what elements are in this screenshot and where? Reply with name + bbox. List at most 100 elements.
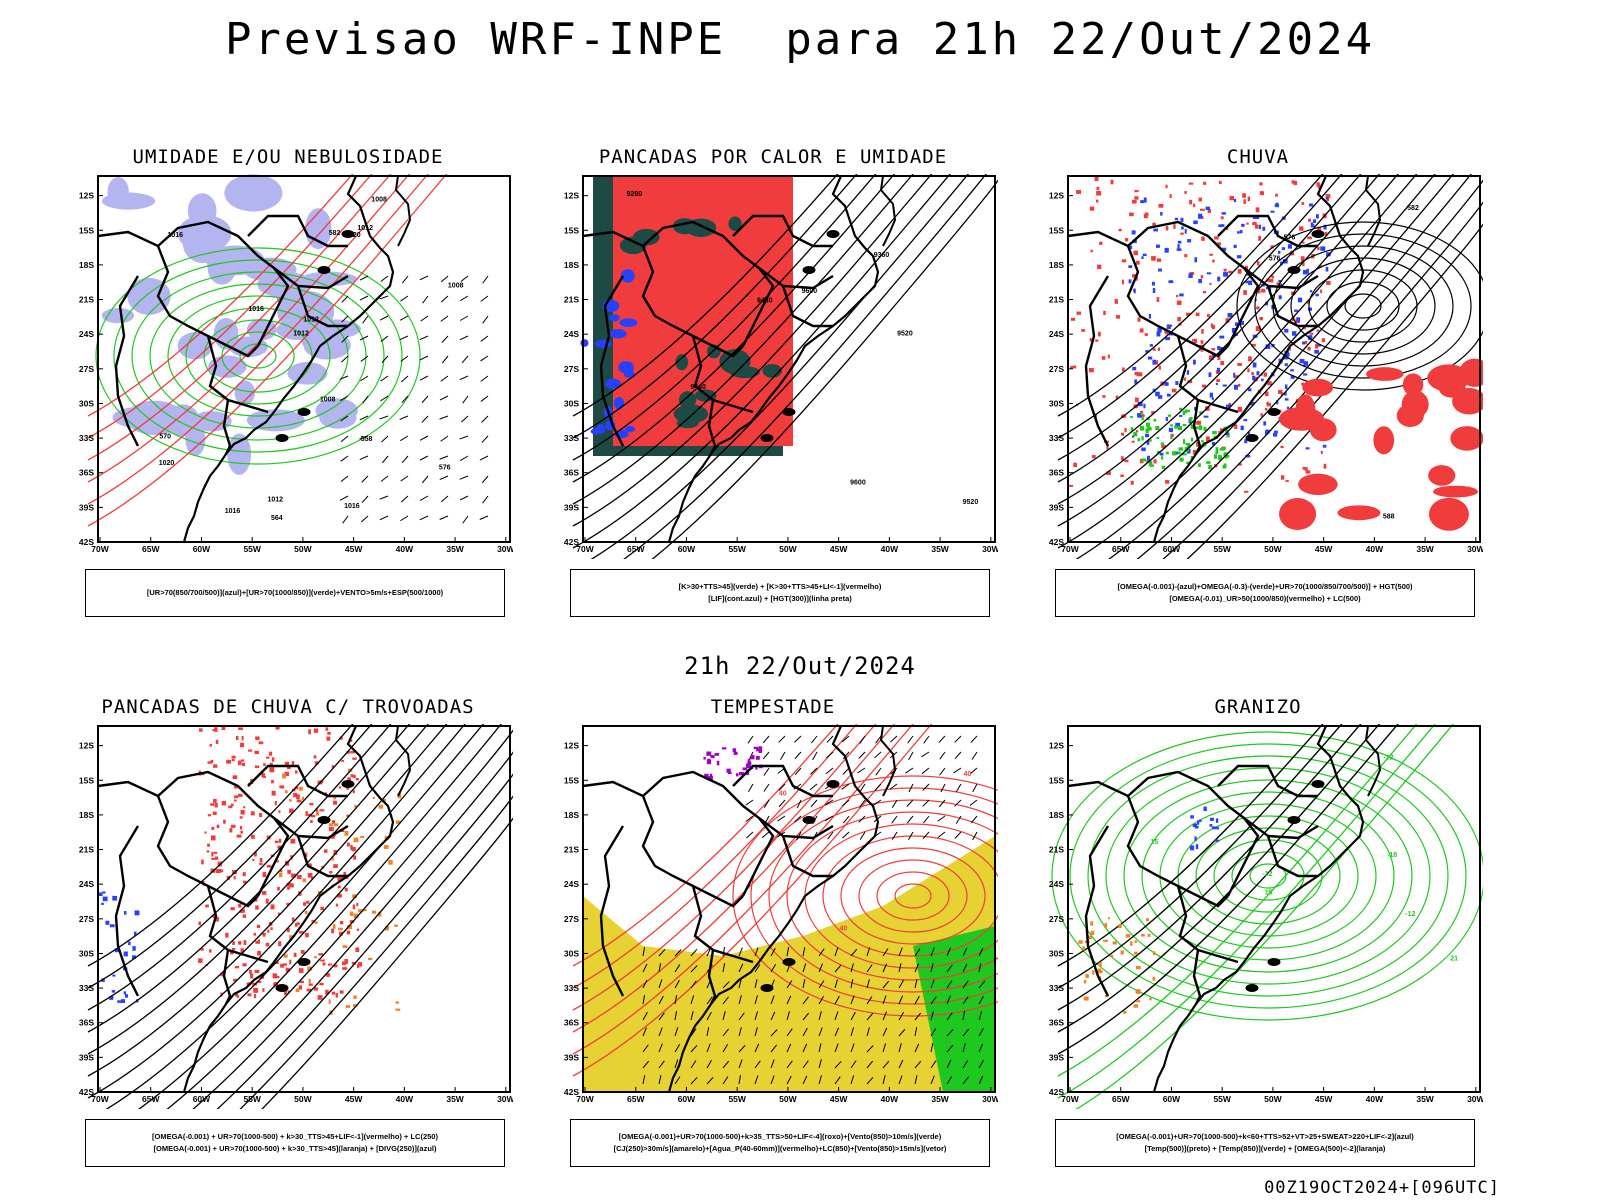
storm-red-dot <box>215 739 219 744</box>
storm-red-dot <box>270 904 275 910</box>
wind-vector <box>891 831 898 840</box>
rain-red-dot <box>1208 355 1214 360</box>
hail-blue-dot <box>1209 824 1213 827</box>
rain-blue-dot <box>1285 352 1290 357</box>
lon-label: 65W <box>627 1094 645 1104</box>
lat-label: 39S <box>564 502 579 512</box>
storm-red-dot <box>280 963 284 968</box>
wind-vector <box>889 783 898 790</box>
wind-vector <box>706 996 713 1005</box>
wind-vector <box>690 1077 698 1085</box>
rain-blue-dot <box>1276 400 1279 405</box>
storm-orange-dot <box>302 796 305 801</box>
wind-vector <box>642 1011 648 1021</box>
rain-green-dot <box>1226 435 1230 438</box>
green-humidity-contour <box>185 307 331 405</box>
storm-red-dot <box>212 914 216 919</box>
storm-red-dot <box>257 950 261 956</box>
wind-vector <box>834 964 842 973</box>
wind-vector <box>818 963 823 973</box>
wind-vector <box>962 1011 966 1021</box>
contour-label: 1016 <box>248 306 264 313</box>
rain-blue-dot <box>1156 331 1161 337</box>
lon-label: 70W <box>576 1094 594 1104</box>
storm-red-dot <box>253 987 259 993</box>
rain-red-dot <box>1135 430 1139 433</box>
hgt-contour <box>1236 221 1483 391</box>
rain-red-dot <box>1277 389 1283 394</box>
storm-red-dot <box>328 826 334 832</box>
rain-red-dot <box>1200 275 1204 279</box>
wind-vector <box>342 515 349 524</box>
storm-red-dot <box>350 750 355 754</box>
rain-blue-dot <box>1188 273 1193 278</box>
wind-vector <box>379 415 389 420</box>
rain-red-dot <box>1081 329 1086 332</box>
storm-red-dot <box>340 829 345 832</box>
rain-red-dot <box>1251 343 1256 347</box>
rain-blue-dot <box>1247 388 1252 392</box>
storm-red-dot <box>333 864 338 868</box>
contour-label: 1012 <box>303 316 319 323</box>
streamline <box>166 729 513 1109</box>
storm-red-dot <box>333 800 338 805</box>
storm-red-dot <box>247 993 252 997</box>
wind-vector <box>339 375 349 380</box>
wind-vector <box>738 947 743 957</box>
border-line <box>156 795 259 908</box>
storm-red-dot <box>214 916 219 922</box>
wind-vector <box>778 799 786 808</box>
lon-label: 40W <box>881 544 899 554</box>
wind-vector <box>745 815 754 822</box>
hail-blue-dot <box>1203 806 1207 812</box>
wind-vector <box>642 1060 650 1069</box>
wind-vector <box>379 495 389 500</box>
wind-vector <box>882 1043 887 1053</box>
storm-red-dot <box>238 727 244 731</box>
rain-red-band <box>1373 426 1395 455</box>
hgt-contour <box>1272 245 1454 367</box>
omega-orange-dot <box>1118 924 1122 929</box>
rain-blue-dot <box>1221 212 1226 215</box>
wind-vector <box>786 1075 792 1085</box>
wind-vector <box>898 995 904 1005</box>
rain-green-dot <box>1140 412 1143 416</box>
wind-vector <box>460 275 469 282</box>
streamline <box>1057 174 1343 439</box>
rain-blue-dot <box>1226 404 1231 408</box>
storm-red-dot <box>240 948 244 953</box>
coastline-north <box>394 175 412 247</box>
rain-red-dot <box>1220 216 1224 220</box>
wind-vector <box>440 435 449 442</box>
rain-blue-dot <box>1306 268 1309 274</box>
lif-area <box>622 361 634 375</box>
lake-shape <box>782 408 796 416</box>
wind-vector <box>850 1043 855 1053</box>
rain-green-dot <box>1133 432 1138 437</box>
contour-label: 1020 <box>159 460 175 467</box>
rain-red-dot <box>1307 346 1311 351</box>
humidity-fill <box>166 404 200 437</box>
rain-blue-dot <box>1265 301 1269 306</box>
lon-label: 40W <box>396 1094 414 1104</box>
wind-vector <box>810 799 818 808</box>
storm-red-dot <box>308 863 312 868</box>
contour-label: 9520 <box>897 330 913 337</box>
wind-vector <box>955 783 962 792</box>
rain-red-dot <box>1193 338 1198 344</box>
storm-red-dot <box>352 790 355 794</box>
rain-red-dot <box>1253 376 1258 382</box>
rain-red-dot <box>1095 339 1099 342</box>
rain-blue-dot <box>1158 268 1162 272</box>
main-title: Previsao WRF-INPE para 21h 22/Out/2024 <box>224 14 1376 65</box>
green-humidity-contour <box>203 319 313 393</box>
wind-vector <box>946 995 951 1005</box>
wind-vector <box>818 948 825 957</box>
rain-blue-dot <box>1165 416 1168 422</box>
rain-red-band <box>1402 373 1424 396</box>
water-contour <box>732 775 998 1017</box>
lon-label: 35W <box>931 1094 949 1104</box>
wind-vector <box>841 783 850 790</box>
lc-contour <box>572 724 858 989</box>
